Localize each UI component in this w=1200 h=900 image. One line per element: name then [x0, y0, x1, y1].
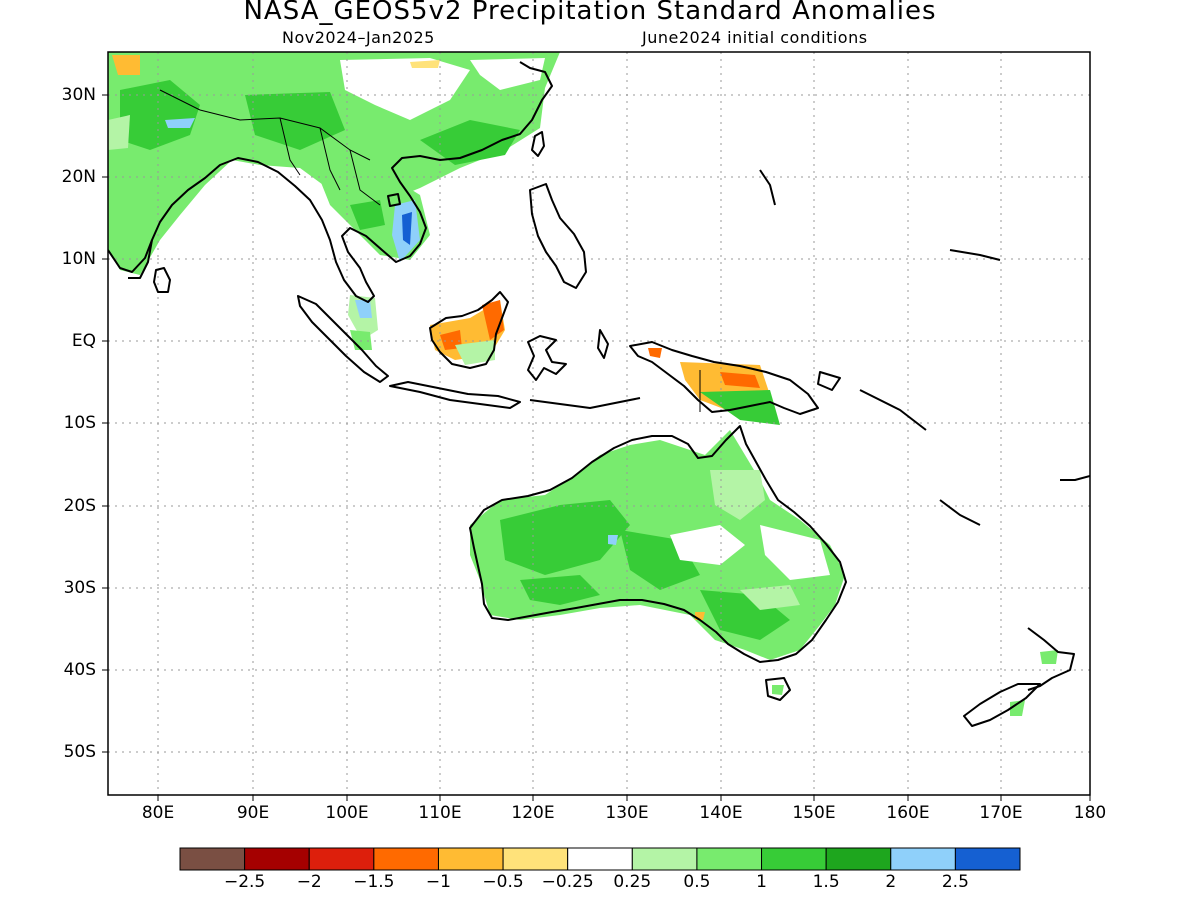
axis-ticks	[102, 94, 1091, 801]
coastlines	[108, 61, 1090, 727]
lat-label-30n: 30N	[61, 85, 96, 105]
lat-label-30s: 30S	[63, 578, 96, 598]
lat-label-10n: 10N	[61, 249, 96, 269]
lon-label-160e: 160E	[886, 803, 930, 823]
lon-label-130e: 130E	[605, 803, 649, 823]
lon-label-150e: 150E	[792, 803, 836, 823]
colorbar-swatch	[696, 847, 763, 871]
colorbar-label: −0.5	[482, 872, 524, 892]
lat-label-40s: 40S	[63, 660, 96, 680]
country-borders	[159, 89, 701, 412]
colorbar-label: −2	[296, 872, 322, 892]
colorbar-label: 0.25	[613, 872, 652, 892]
lat-label-20n: 20N	[61, 167, 96, 187]
colorbar-swatch	[567, 847, 633, 871]
colorbar-label: 1	[756, 872, 767, 892]
colorbar-swatch	[373, 847, 439, 871]
colorbar-swatch	[179, 847, 246, 871]
initial-conditions: June2024 initial conditions	[642, 28, 868, 47]
colorbar-swatch	[954, 847, 1021, 871]
lon-label-100e: 100E	[325, 803, 369, 823]
colorbar-label: −1.5	[353, 872, 395, 892]
colorbar	[179, 847, 1021, 871]
colorbar-label: −2.5	[223, 872, 266, 892]
lon-label-140e: 140E	[699, 803, 743, 823]
colorbar-swatch	[308, 847, 375, 871]
colorbar-label: 2.5	[941, 872, 969, 892]
colorbar-swatch	[825, 847, 892, 871]
lon-label-120e: 120E	[511, 803, 555, 823]
lat-label-10s: 10S	[63, 413, 96, 433]
lon-label-180: 180	[1073, 803, 1107, 823]
colorbar-swatch	[631, 847, 698, 871]
colorbar-swatch	[502, 847, 569, 871]
lon-label-80e: 80E	[141, 803, 175, 823]
colorbar-label: 2	[885, 872, 897, 892]
colorbar-label: −1	[425, 872, 451, 892]
colorbar-label: 1.5	[812, 872, 840, 892]
lon-label-170e: 170E	[979, 803, 1023, 823]
map-title: NASA_GEOS5v2 Precipitation Standard Anom…	[243, 0, 937, 26]
lat-label-eq: EQ	[71, 331, 96, 351]
forecast-period: Nov2024–Jan2025	[282, 28, 435, 47]
colorbar-swatch	[437, 847, 504, 871]
colorbar-swatch	[244, 847, 310, 871]
colorbar-swatch	[890, 847, 956, 871]
colorbar-label: 0.5	[683, 872, 711, 892]
lat-label-20s: 20S	[63, 496, 96, 516]
lon-label-90e: 90E	[236, 803, 270, 823]
colorbar-label: −0.25	[541, 872, 594, 892]
lon-label-110e: 110E	[418, 803, 462, 823]
lat-label-50s: 50S	[63, 742, 96, 762]
colorbar-swatch	[761, 847, 827, 871]
